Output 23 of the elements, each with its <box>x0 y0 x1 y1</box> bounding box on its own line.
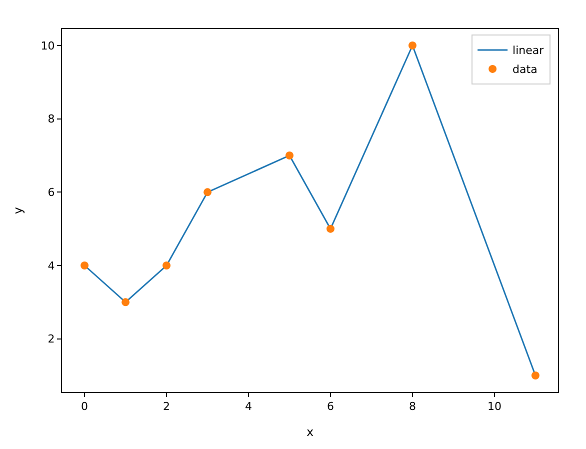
point <box>286 152 294 160</box>
y-tick-label: 2 <box>48 332 55 346</box>
x-tick-label: 8 <box>408 400 416 414</box>
point <box>204 188 212 196</box>
y-tick-label: 10 <box>40 39 55 52</box>
x-axis-title: x <box>306 425 314 440</box>
legend-label: linear <box>512 44 544 58</box>
y-tick-label: 4 <box>48 259 55 272</box>
point <box>326 224 334 233</box>
point <box>531 372 540 380</box>
point <box>122 298 130 306</box>
x-tick-label: 6 <box>327 400 334 414</box>
x-tick-label: 2 <box>163 400 170 414</box>
y-tick-label: 8 <box>48 112 55 126</box>
x-tick-label: 4 <box>245 400 252 414</box>
point <box>162 262 171 270</box>
y-tick-label: 6 <box>48 186 55 200</box>
x-tick-label: 10 <box>487 400 502 414</box>
point <box>408 42 416 50</box>
y-axis-title: y <box>11 206 26 214</box>
point <box>80 262 89 270</box>
legend-label: data <box>512 63 538 76</box>
x-tick-label: 0 <box>81 400 88 414</box>
